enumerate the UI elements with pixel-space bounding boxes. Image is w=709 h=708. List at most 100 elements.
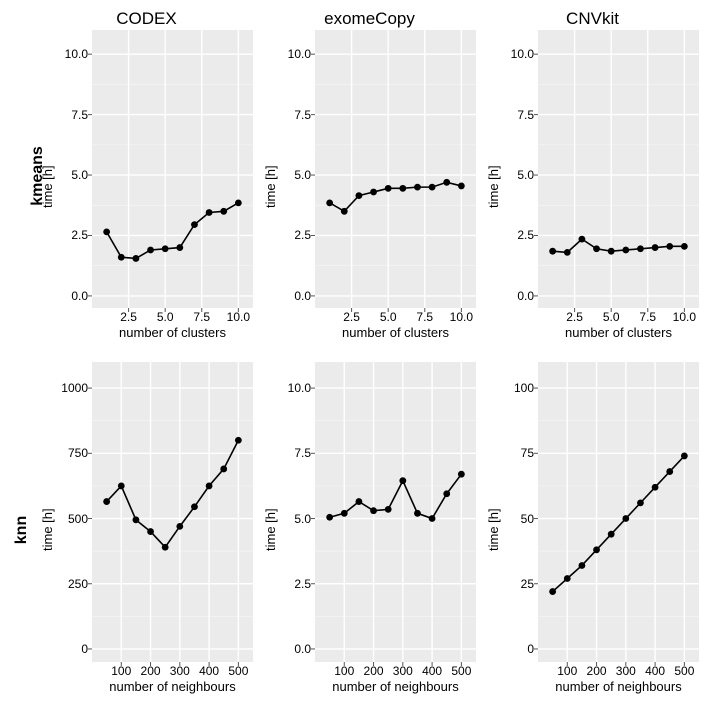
y-tick-label: 0.0 — [517, 289, 534, 303]
series-point — [147, 247, 154, 254]
x-tick-labels: 100200300400500 — [315, 662, 476, 680]
panel-kmeans-cnvkit: CNVkittime [h]0.02.55.07.510.02.55.07.51… — [486, 8, 699, 344]
x-tick-label: 100 — [557, 664, 577, 678]
x-tick-label: 500 — [674, 664, 694, 678]
series-point — [341, 208, 348, 215]
y-tick-label: 5.0 — [294, 512, 311, 526]
series-line — [553, 239, 685, 252]
series-point — [549, 248, 556, 255]
y-tick-label: 500 — [68, 512, 88, 526]
panel-body: time [h]0.02.55.07.510.02.55.07.510.0num… — [40, 30, 253, 344]
panel-svg — [538, 30, 699, 308]
series-point — [637, 499, 644, 506]
series-point — [191, 221, 198, 228]
series-line — [107, 440, 239, 547]
series-point — [356, 192, 363, 199]
x-tick-labels: 100 200 300 400 500 — [92, 662, 253, 680]
series-point — [593, 546, 600, 553]
series-point — [399, 477, 406, 484]
series-point — [681, 453, 688, 460]
y-tick-label: 100 — [514, 381, 534, 395]
series-point — [220, 208, 227, 215]
series-point — [370, 507, 377, 514]
series-point — [162, 544, 169, 551]
y-tick-label: 0 — [527, 642, 534, 656]
series-point — [206, 483, 213, 490]
x-tick-label: 200 — [141, 664, 161, 678]
series-point — [103, 228, 110, 235]
x-tick-label: 300 — [393, 664, 413, 678]
panel-svg — [315, 30, 476, 308]
y-tick-labels: 0 250 500 750 1000 — [56, 362, 92, 662]
series-point — [235, 199, 242, 206]
y-tick-label: 50 — [521, 512, 534, 526]
panel-body: time [h]02505007501000100200300400500num… — [40, 362, 253, 698]
series-point — [652, 484, 659, 491]
series-point — [622, 247, 629, 254]
panel-svg — [92, 30, 253, 308]
panel-body: time [h]0.02.55.07.510.02.55.07.510.0num… — [263, 30, 476, 344]
series-point — [326, 514, 333, 521]
y-axis-title: time [h] — [40, 30, 56, 344]
x-axis-title: number of clusters — [538, 326, 699, 344]
plot-panel — [315, 362, 476, 662]
y-tick-label: 25 — [521, 577, 534, 591]
y-tick-label: 0.0 — [294, 642, 311, 656]
series-point — [652, 244, 659, 251]
x-tick-label: 10.0 — [450, 310, 473, 324]
series-point — [176, 523, 183, 530]
column-title: CNVkit — [486, 8, 699, 30]
x-tick-label: 7.5 — [193, 310, 210, 324]
x-tick-labels: 2.55.07.510.0 — [315, 308, 476, 326]
x-tick-label: 300 — [170, 664, 190, 678]
x-tick-label: 400 — [199, 664, 219, 678]
x-tick-label: 500 — [451, 664, 471, 678]
y-tick-labels: 0.0 2.5 5.0 7.5 10.0 — [56, 30, 92, 308]
series-line — [330, 474, 462, 518]
y-tick-label: 750 — [68, 446, 88, 460]
y-tick-label: 2.5 — [517, 228, 534, 242]
x-tick-label: 100 — [111, 664, 131, 678]
panel-kmeans-codex: CODEXkmeanstime [h]0.02.55.07.510.02.55.… — [40, 8, 253, 344]
x-tick-label: 500 — [228, 664, 248, 678]
series-line — [330, 182, 462, 211]
series-point — [326, 199, 333, 206]
x-tick-label: 5.0 — [157, 310, 174, 324]
plot-panel — [92, 362, 253, 662]
y-tick-labels: 0.02.55.07.510.0 — [502, 30, 538, 308]
y-tick-label: 0.0 — [71, 289, 88, 303]
x-tick-label: 200 — [587, 664, 607, 678]
series-point — [429, 515, 436, 522]
y-tick-label: 5.0 — [71, 168, 88, 182]
series-point — [118, 483, 125, 490]
y-tick-label: 250 — [68, 577, 88, 591]
y-tick-label: 0 — [81, 642, 88, 656]
y-tick-label: 2.5 — [294, 577, 311, 591]
series-point — [341, 510, 348, 517]
y-tick-label: 1000 — [61, 381, 88, 395]
column-title: CODEX — [40, 8, 253, 30]
x-tick-label: 2.5 — [566, 310, 583, 324]
y-tick-label: 10.0 — [65, 47, 88, 61]
y-tick-label: 7.5 — [294, 446, 311, 460]
series-point — [206, 209, 213, 216]
series-point — [579, 236, 586, 243]
y-tick-label: 75 — [521, 446, 534, 460]
y-axis-title: time [h] — [40, 362, 56, 698]
series-point — [176, 244, 183, 251]
y-tick-label: 2.5 — [71, 228, 88, 242]
series-point — [414, 184, 421, 191]
y-tick-label: 7.5 — [71, 108, 88, 122]
y-tick-label: 7.5 — [517, 108, 534, 122]
series-point — [608, 248, 615, 255]
series-point — [370, 189, 377, 196]
panel-svg — [538, 362, 699, 662]
x-tick-label: 2.5 — [120, 310, 137, 324]
y-tick-labels: 0.02.55.07.510.0 — [279, 362, 315, 662]
plot-panel — [315, 30, 476, 308]
x-axis-title: number of clusters — [315, 326, 476, 344]
y-axis-title: time [h] — [486, 362, 502, 698]
panel-svg — [315, 362, 476, 662]
series-point — [622, 515, 629, 522]
x-tick-label: 7.5 — [416, 310, 433, 324]
